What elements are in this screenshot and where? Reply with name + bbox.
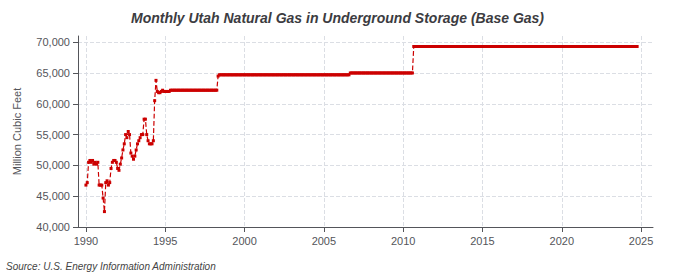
svg-text:Source: U.S. Energy Informatio: Source: U.S. Energy Information Administ… xyxy=(6,261,216,272)
svg-text:Million Cubic Feet: Million Cubic Feet xyxy=(11,88,23,175)
svg-text:55,000: 55,000 xyxy=(36,129,70,141)
svg-text:2000: 2000 xyxy=(232,235,256,247)
svg-text:2020: 2020 xyxy=(550,235,574,247)
svg-text:2025: 2025 xyxy=(629,235,653,247)
svg-text:40,000: 40,000 xyxy=(36,221,70,233)
svg-text:65,000: 65,000 xyxy=(36,67,70,79)
svg-text:Monthly Utah Natural Gas in Un: Monthly Utah Natural Gas in Underground … xyxy=(131,10,544,26)
svg-text:1995: 1995 xyxy=(153,235,177,247)
svg-text:2015: 2015 xyxy=(470,235,494,247)
svg-text:50,000: 50,000 xyxy=(36,159,70,171)
svg-text:60,000: 60,000 xyxy=(36,98,70,110)
svg-text:70,000: 70,000 xyxy=(36,36,70,48)
svg-text:2010: 2010 xyxy=(391,235,415,247)
svg-text:2005: 2005 xyxy=(312,235,336,247)
svg-text:45,000: 45,000 xyxy=(36,190,70,202)
svg-text:1990: 1990 xyxy=(74,235,98,247)
